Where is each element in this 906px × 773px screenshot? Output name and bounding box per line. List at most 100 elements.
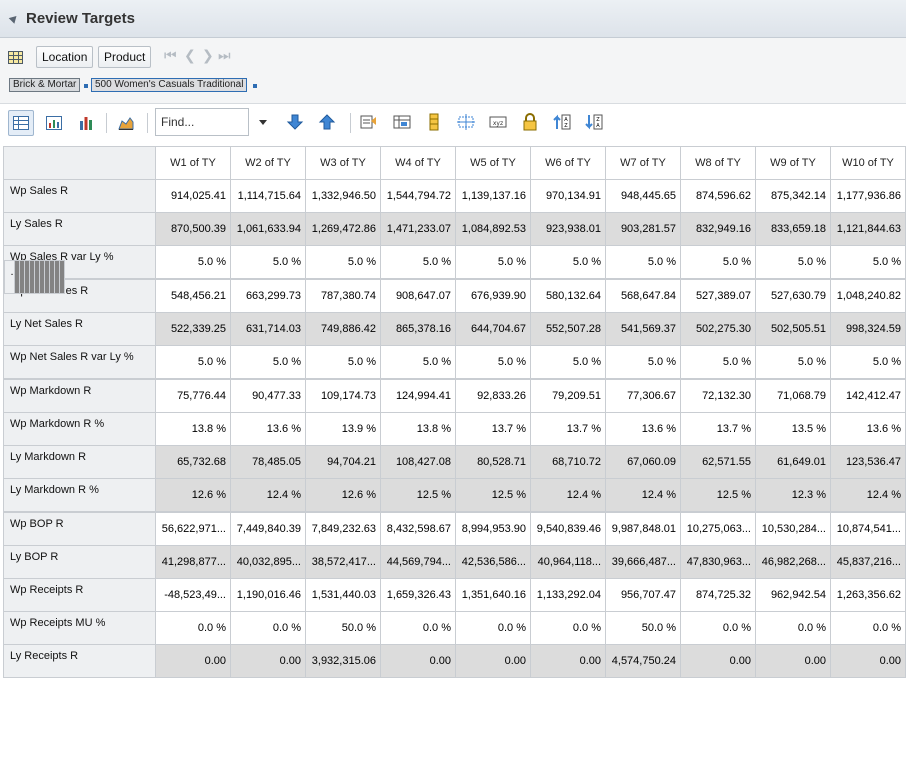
- data-cell[interactable]: 833,659.18: [755, 212, 831, 246]
- data-cell[interactable]: 12.5 %: [680, 478, 756, 512]
- data-cell[interactable]: 502,275.30: [680, 312, 756, 346]
- data-cell[interactable]: 50.0 %: [305, 611, 381, 645]
- data-cell[interactable]: 5.0 %: [305, 345, 381, 379]
- previous-page-icon[interactable]: ❮: [184, 47, 196, 63]
- data-cell[interactable]: 13.7 %: [530, 412, 606, 446]
- location-button[interactable]: Location: [36, 46, 94, 68]
- last-page-icon[interactable]: ⏭: [218, 47, 231, 63]
- data-cell[interactable]: 13.6 %: [605, 412, 681, 446]
- data-cell[interactable]: 5.0 %: [755, 345, 831, 379]
- data-cell[interactable]: 1,190,016.46: [230, 578, 306, 612]
- data-cell[interactable]: 5.0 %: [680, 345, 756, 379]
- row-header[interactable]: Ly Receipts R: [3, 644, 156, 678]
- data-cell[interactable]: 908,647.07: [380, 279, 456, 313]
- data-cell[interactable]: 5.0 %: [455, 345, 531, 379]
- row-header[interactable]: Wp Receipts R: [3, 578, 156, 612]
- data-cell[interactable]: 12.3 %: [755, 478, 831, 512]
- find-input[interactable]: Find...: [155, 108, 249, 136]
- data-cell[interactable]: 5.0 %: [305, 245, 381, 279]
- xyz-label-icon[interactable]: xyz: [489, 113, 507, 131]
- data-cell[interactable]: 12.6 %: [305, 478, 381, 512]
- data-cell[interactable]: 12.5 %: [455, 478, 531, 512]
- data-cell[interactable]: 522,339.25: [155, 312, 231, 346]
- first-page-icon[interactable]: ⏮: [164, 47, 177, 63]
- data-cell[interactable]: 0.0 %: [530, 611, 606, 645]
- column-header[interactable]: W8 of TY: [680, 146, 756, 180]
- data-cell[interactable]: 1,659,326.43: [380, 578, 456, 612]
- data-cell[interactable]: 541,569.37: [605, 312, 681, 346]
- data-cell[interactable]: 0.00: [455, 644, 531, 678]
- data-cell[interactable]: 4,574,750.24: [605, 644, 681, 678]
- data-cell[interactable]: 13.6 %: [230, 412, 306, 446]
- row-header[interactable]: Wp Net Sales R var Ly %: [3, 345, 156, 379]
- data-cell[interactable]: 0.0 %: [755, 611, 831, 645]
- data-cell[interactable]: 5.0 %: [755, 245, 831, 279]
- data-cell[interactable]: 1,114,715.64: [230, 179, 306, 213]
- data-cell[interactable]: 45,837,216...: [830, 545, 906, 579]
- data-cell[interactable]: 12.4 %: [230, 478, 306, 512]
- data-cell[interactable]: 0.0 %: [680, 611, 756, 645]
- data-cell[interactable]: 0.0 %: [155, 611, 231, 645]
- chart-table-view-icon[interactable]: [41, 110, 67, 136]
- data-cell[interactable]: 12.4 %: [605, 478, 681, 512]
- data-cell[interactable]: 5.0 %: [230, 245, 306, 279]
- row-header[interactable]: Wp Net Sales R: [3, 279, 156, 313]
- data-cell[interactable]: 5.0 %: [230, 345, 306, 379]
- product-button[interactable]: Product: [98, 46, 152, 68]
- data-cell[interactable]: 8,994,953.90: [455, 512, 531, 546]
- column-header[interactable]: W6 of TY: [530, 146, 606, 180]
- data-cell[interactable]: 5.0 %: [530, 245, 606, 279]
- data-cell[interactable]: 1,177,936.86: [830, 179, 906, 213]
- export-icon[interactable]: [360, 113, 378, 131]
- find-dropdown-icon[interactable]: [259, 120, 267, 125]
- data-cell[interactable]: -48,523,49...: [155, 578, 231, 612]
- data-cell[interactable]: 1,121,844.63: [830, 212, 906, 246]
- data-cell[interactable]: 12.4 %: [830, 478, 906, 512]
- data-cell[interactable]: 527,630.79: [755, 279, 831, 313]
- column-header[interactable]: W4 of TY: [380, 146, 456, 180]
- data-cell[interactable]: 749,886.42: [305, 312, 381, 346]
- data-cell[interactable]: 998,324.59: [830, 312, 906, 346]
- data-cell[interactable]: 865,378.16: [380, 312, 456, 346]
- data-cell[interactable]: 0.00: [530, 644, 606, 678]
- data-cell[interactable]: 0.0 %: [380, 611, 456, 645]
- data-cell[interactable]: 12.6 %: [155, 478, 231, 512]
- row-header[interactable]: .: [3, 259, 15, 294]
- data-cell[interactable]: 787,380.74: [305, 279, 381, 313]
- data-cell[interactable]: 142,412.47: [830, 379, 906, 413]
- data-cell[interactable]: 12.5 %: [380, 478, 456, 512]
- bar-chart-view-icon[interactable]: [73, 110, 99, 136]
- data-cell[interactable]: 1,048,240.82: [830, 279, 906, 313]
- data-cell[interactable]: 9,540,839.46: [530, 512, 606, 546]
- data-cell[interactable]: 5.0 %: [155, 245, 231, 279]
- data-cell[interactable]: 40,032,895...: [230, 545, 306, 579]
- data-cell[interactable]: 502,505.51: [755, 312, 831, 346]
- data-cell[interactable]: 13.9 %: [305, 412, 381, 446]
- data-cell[interactable]: 13.7 %: [455, 412, 531, 446]
- data-cell[interactable]: 77,306.67: [605, 379, 681, 413]
- data-cell[interactable]: 10,874,541...: [830, 512, 906, 546]
- data-cell[interactable]: 12.4 %: [530, 478, 606, 512]
- data-cell[interactable]: 1,061,633.94: [230, 212, 306, 246]
- row-header[interactable]: Wp Sales R: [3, 179, 156, 213]
- data-cell[interactable]: 56,622,971...: [155, 512, 231, 546]
- data-cell[interactable]: 5.0 %: [380, 245, 456, 279]
- data-cell[interactable]: 7,849,232.63: [305, 512, 381, 546]
- data-cell[interactable]: 5.0 %: [680, 245, 756, 279]
- column-header[interactable]: W1 of TY: [155, 146, 231, 180]
- row-header[interactable]: Ly Markdown R %: [3, 478, 156, 512]
- data-cell[interactable]: 0.00: [755, 644, 831, 678]
- data-cell[interactable]: 62,571.55: [680, 445, 756, 479]
- row-header[interactable]: Wp Markdown R %: [3, 412, 156, 446]
- data-cell[interactable]: 78,485.05: [230, 445, 306, 479]
- data-cell[interactable]: 42,536,586...: [455, 545, 531, 579]
- data-cell[interactable]: [58, 259, 65, 294]
- lock-icon[interactable]: [521, 113, 539, 131]
- data-cell[interactable]: 568,647.84: [605, 279, 681, 313]
- column-header[interactable]: W3 of TY: [305, 146, 381, 180]
- data-cell[interactable]: 90,477.33: [230, 379, 306, 413]
- data-cell[interactable]: 0.00: [680, 644, 756, 678]
- row-header[interactable]: Wp Markdown R: [3, 379, 156, 413]
